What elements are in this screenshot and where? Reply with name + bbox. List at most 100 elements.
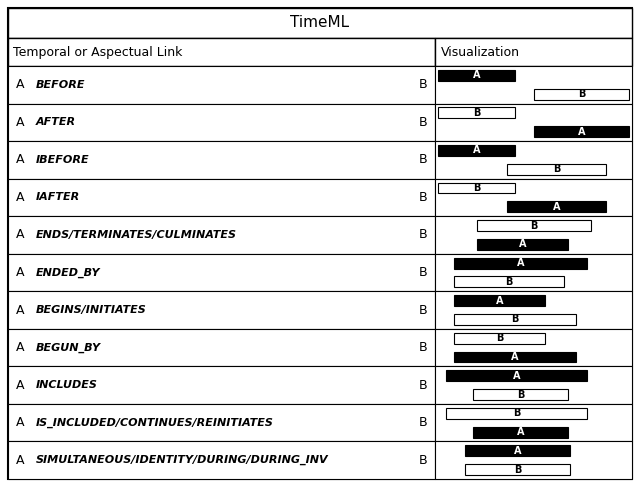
- Bar: [435, 404, 632, 441]
- Text: B: B: [419, 303, 428, 317]
- Bar: [8, 179, 435, 216]
- Bar: [435, 66, 632, 104]
- Bar: [477, 220, 591, 231]
- Text: B: B: [505, 277, 513, 287]
- Text: B: B: [530, 221, 538, 230]
- Text: ENDS/TERMINATES/CULMINATES: ENDS/TERMINATES/CULMINATES: [36, 230, 237, 240]
- Text: A: A: [553, 202, 561, 212]
- Bar: [435, 38, 632, 66]
- Text: Visualization: Visualization: [440, 45, 520, 58]
- Bar: [8, 441, 435, 479]
- Bar: [446, 408, 587, 419]
- Text: SIMULTANEOUS/IDENTITY/DURING/DURING_INV: SIMULTANEOUS/IDENTITY/DURING/DURING_INV: [36, 455, 328, 466]
- Text: A: A: [516, 427, 524, 437]
- Text: Temporal or Aspectual Link: Temporal or Aspectual Link: [13, 45, 182, 58]
- Bar: [8, 104, 435, 141]
- Bar: [435, 291, 632, 329]
- Bar: [435, 254, 632, 291]
- Text: B: B: [473, 183, 480, 193]
- Bar: [438, 70, 515, 81]
- Bar: [438, 145, 515, 156]
- Bar: [435, 216, 632, 254]
- Bar: [8, 291, 435, 329]
- Text: A: A: [16, 116, 24, 129]
- Bar: [8, 8, 632, 38]
- Text: A: A: [514, 446, 521, 456]
- Text: IAFTER: IAFTER: [36, 192, 80, 203]
- Bar: [8, 38, 435, 66]
- Bar: [8, 329, 435, 366]
- Text: A: A: [473, 71, 480, 80]
- Bar: [454, 258, 587, 268]
- Text: BEFORE: BEFORE: [36, 80, 86, 90]
- Text: B: B: [419, 153, 428, 167]
- Text: A: A: [16, 303, 24, 317]
- Text: A: A: [511, 352, 518, 362]
- Bar: [435, 366, 632, 404]
- Bar: [8, 66, 435, 104]
- Text: A: A: [473, 146, 480, 155]
- Text: B: B: [419, 266, 428, 279]
- Bar: [435, 441, 632, 479]
- Text: TimeML: TimeML: [291, 16, 349, 31]
- Text: B: B: [419, 378, 428, 392]
- Text: A: A: [16, 416, 24, 429]
- Text: B: B: [511, 315, 518, 324]
- Bar: [454, 333, 545, 344]
- Text: B: B: [419, 341, 428, 354]
- Text: A: A: [16, 454, 24, 467]
- Bar: [454, 352, 575, 362]
- Text: BEGINS/INITIATES: BEGINS/INITIATES: [36, 305, 147, 315]
- Bar: [473, 389, 568, 400]
- Bar: [8, 141, 435, 179]
- Bar: [477, 239, 568, 250]
- Bar: [8, 404, 435, 441]
- Text: A: A: [495, 296, 503, 306]
- Text: A: A: [16, 266, 24, 279]
- Bar: [438, 183, 515, 193]
- Text: A: A: [578, 127, 585, 137]
- Text: B: B: [513, 408, 520, 418]
- Bar: [454, 314, 575, 325]
- Text: A: A: [516, 258, 524, 268]
- Text: B: B: [419, 454, 428, 467]
- Bar: [454, 295, 545, 306]
- Text: BEGUN_BY: BEGUN_BY: [36, 342, 101, 353]
- Bar: [454, 277, 564, 287]
- Bar: [435, 141, 632, 179]
- Text: IS_INCLUDED/CONTINUES/REINITIATES: IS_INCLUDED/CONTINUES/REINITIATES: [36, 417, 274, 428]
- Text: A: A: [16, 153, 24, 167]
- Bar: [435, 179, 632, 216]
- Bar: [465, 446, 570, 456]
- Bar: [435, 104, 632, 141]
- Text: B: B: [514, 465, 521, 475]
- Bar: [8, 254, 435, 291]
- Text: B: B: [473, 108, 480, 118]
- Bar: [446, 370, 587, 381]
- Text: B: B: [516, 390, 524, 399]
- Text: B: B: [419, 228, 428, 242]
- Bar: [507, 201, 606, 212]
- Bar: [8, 366, 435, 404]
- Text: AFTER: AFTER: [36, 117, 76, 127]
- Bar: [473, 427, 568, 437]
- Text: B: B: [419, 191, 428, 204]
- Text: B: B: [553, 164, 560, 174]
- Text: B: B: [496, 333, 503, 343]
- Bar: [465, 464, 570, 475]
- Text: A: A: [16, 228, 24, 242]
- Text: ENDED_BY: ENDED_BY: [36, 267, 100, 278]
- Bar: [435, 329, 632, 366]
- Text: INCLUDES: INCLUDES: [36, 380, 98, 390]
- Text: A: A: [16, 191, 24, 204]
- Text: B: B: [419, 116, 428, 129]
- Text: A: A: [16, 78, 24, 91]
- Text: IBEFORE: IBEFORE: [36, 155, 90, 165]
- Bar: [534, 89, 629, 100]
- Text: B: B: [578, 89, 585, 99]
- Text: B: B: [419, 416, 428, 429]
- Text: B: B: [419, 78, 428, 91]
- Text: A: A: [513, 371, 520, 381]
- Text: A: A: [16, 341, 24, 354]
- Bar: [438, 108, 515, 118]
